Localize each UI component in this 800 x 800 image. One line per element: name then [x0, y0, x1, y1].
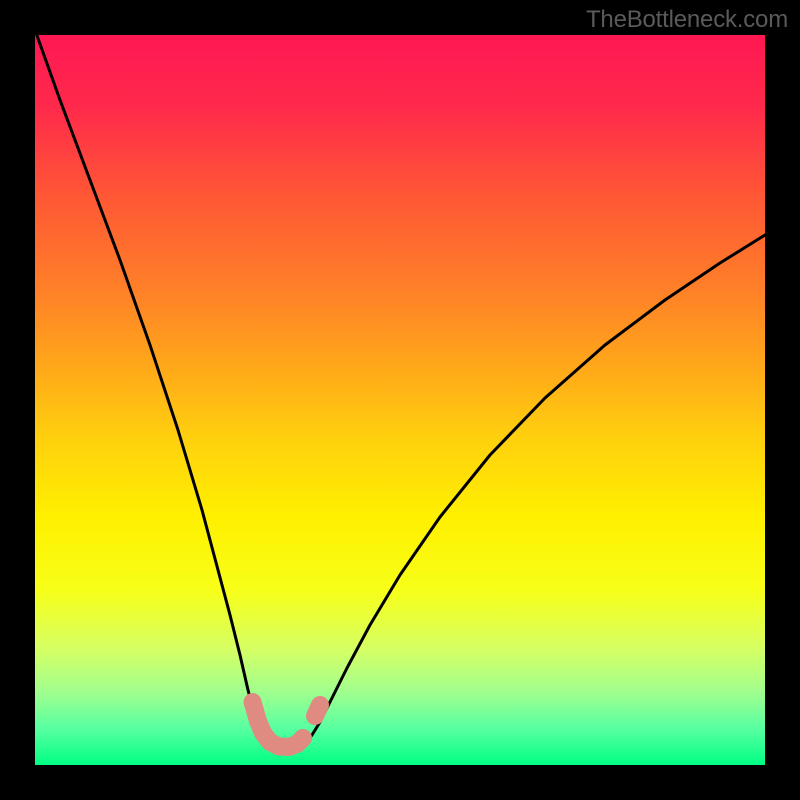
- plot-background: [35, 35, 765, 765]
- watermark-text: TheBottleneck.com: [586, 6, 788, 34]
